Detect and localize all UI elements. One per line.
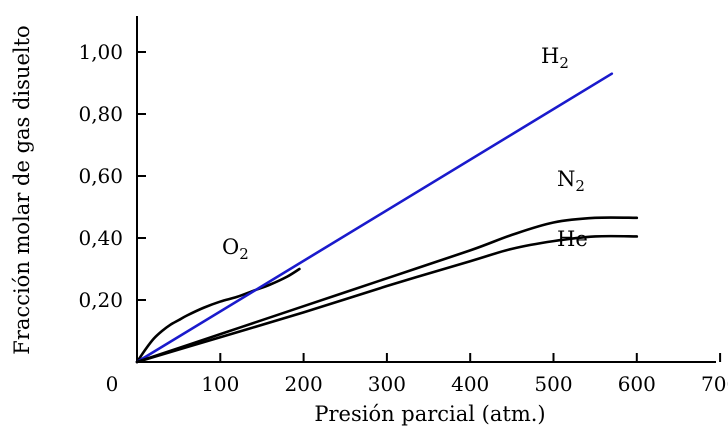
axes	[136, 16, 716, 363]
x-tick-label: 100	[201, 372, 239, 396]
series-layer	[135, 72, 639, 364]
y-tick-label: 0,60	[78, 164, 123, 188]
x-tick-label: 700	[701, 372, 728, 396]
x-tick-label: 400	[451, 372, 489, 396]
series-line-n2	[135, 216, 639, 364]
x-tick-label: 0	[106, 372, 119, 396]
x-tick-label: 500	[534, 372, 572, 396]
series-line-o2	[135, 267, 301, 364]
x-tick-label: 300	[368, 372, 406, 396]
y-tick-label: 0,40	[78, 226, 123, 250]
series-label-n2: N2	[557, 167, 585, 195]
series-labels: O2 H2 N2 He	[222, 44, 588, 263]
y-tick-label: 1,00	[78, 40, 123, 64]
x-tick-label: 600	[618, 372, 656, 396]
series-line-h2	[135, 72, 614, 364]
y-axis-label: Fracción molar de gas disuelto	[10, 25, 34, 354]
x-ticks: 0 100 200 300 400 500 600 700	[106, 353, 728, 396]
series-label-h2: H2	[541, 44, 569, 72]
series-label-he: He	[557, 227, 588, 251]
x-axis-label: Presión parcial (atm.)	[314, 402, 545, 426]
series-label-o2: O2	[222, 235, 249, 263]
y-ticks: 0,20 0,40 0,60 0,80 1,00	[78, 40, 146, 312]
y-tick-label: 0,80	[78, 102, 123, 126]
y-tick-label: 0,20	[78, 288, 123, 312]
series-line-he	[135, 234, 639, 364]
x-tick-label: 200	[285, 372, 323, 396]
